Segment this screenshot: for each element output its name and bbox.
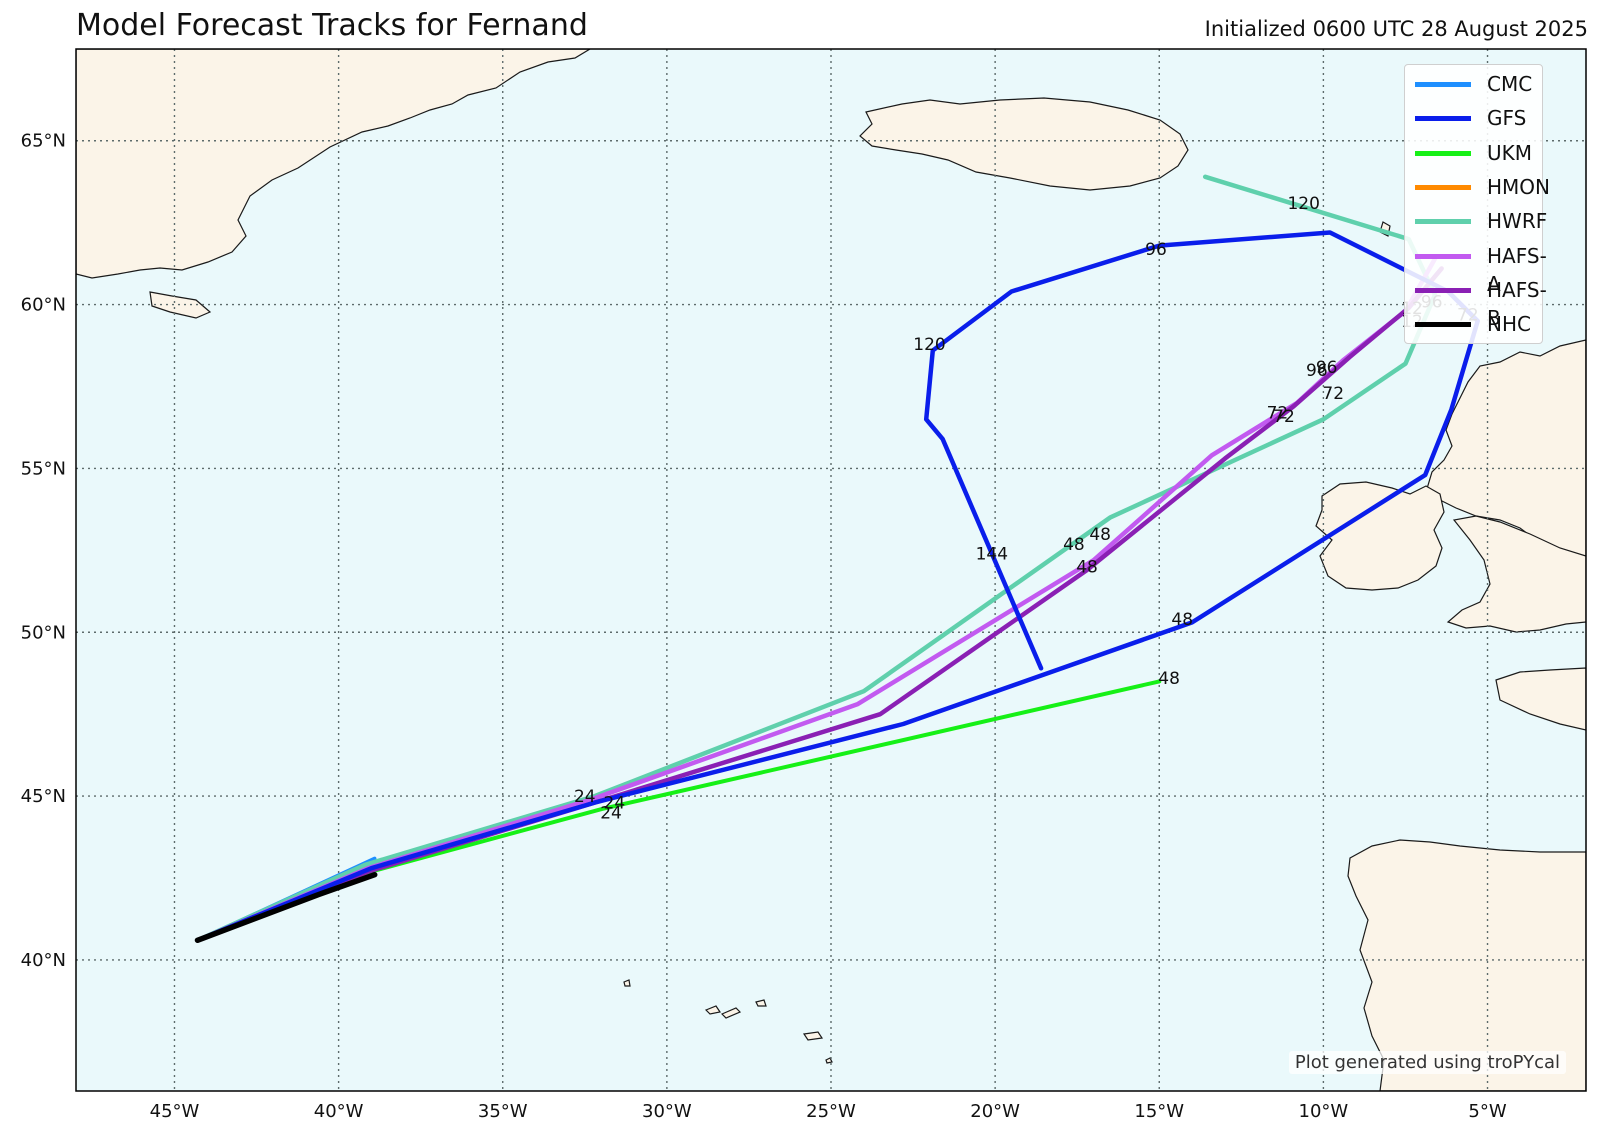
forecast-hour-label: 120	[1287, 194, 1319, 214]
greenland-landmass	[76, 49, 592, 279]
legend-swatch	[1415, 184, 1471, 190]
iberia-landmass	[1347, 839, 1586, 1091]
forecast-hour-label: 48	[1171, 610, 1193, 630]
land-layer	[76, 49, 1586, 1091]
ireland-landmass	[1315, 481, 1445, 591]
legend-label: NHC	[1487, 312, 1531, 337]
legend: CMC GFS UKM HMON HWRF HAFS-A HAFS-B NHC	[1404, 64, 1550, 344]
lat-tick-label: 65°N	[21, 131, 66, 152]
lat-tick-label: 55°N	[21, 458, 66, 479]
forecast-hour-label: 48	[1076, 558, 1098, 578]
forecast-hour-label: 48	[1063, 535, 1085, 555]
lon-tick-label: 5°W	[1468, 1101, 1506, 1122]
legend-swatch	[1415, 287, 1471, 293]
legend-item-hafs-a: HAFS-A	[1413, 241, 1547, 296]
legend-item-cmc: CMC	[1413, 69, 1541, 99]
forecast-hour-label: 24	[604, 794, 626, 814]
lon-tick-label: 10°W	[1299, 1101, 1349, 1122]
legend-swatch	[1415, 82, 1471, 87]
forecast-hour-label: 96	[1145, 240, 1167, 260]
forecast-hour-label: 72	[1322, 384, 1344, 404]
legend-label: HWRF	[1487, 209, 1548, 234]
forecast-hour-label: 24	[600, 803, 622, 823]
map-frame	[75, 48, 1587, 1092]
legend-label: HMON	[1487, 174, 1550, 199]
lon-tick-label: 25°W	[806, 1101, 856, 1122]
track-nhc	[194, 871, 378, 944]
brittany-landmass	[1495, 667, 1586, 731]
legend-swatch	[1415, 116, 1471, 122]
forecast-hour-label: 72	[1273, 407, 1295, 427]
legend-label: GFS	[1487, 106, 1527, 131]
legend-swatch	[1415, 253, 1471, 259]
lat-tick-label: 60°N	[21, 295, 66, 316]
forecast-hour-label: 72	[1267, 404, 1289, 424]
forecast-hour-label: 96	[1306, 361, 1328, 381]
lat-tick-label: 50°N	[21, 622, 66, 643]
forecast-hour-label: 144	[976, 545, 1008, 565]
legend-label: HAFS-A	[1487, 243, 1547, 296]
forecast-hour-label: 24	[574, 787, 596, 807]
legend-swatch	[1415, 322, 1471, 328]
legend-swatch	[1415, 150, 1471, 156]
legend-label: UKM	[1487, 140, 1533, 165]
legend-item-hwrf: HWRF	[1413, 206, 1547, 236]
legend-label: CMC	[1487, 72, 1533, 96]
iceland-landmass	[859, 97, 1189, 191]
lon-tick-label: 30°W	[642, 1101, 692, 1122]
legend-item-gfs: GFS	[1413, 103, 1541, 133]
legend-item-hmon: HMON	[1413, 172, 1550, 202]
initialized-time: Initialized 0600 UTC 28 August 2025	[1204, 17, 1588, 41]
lon-tick-label: 40°W	[314, 1101, 364, 1122]
forecast-hour-label: 48	[1089, 525, 1111, 545]
azores-islands	[623, 979, 833, 1064]
forecast-hour-label: 96	[1316, 358, 1338, 378]
lon-tick-label: 45°W	[150, 1101, 200, 1122]
lon-tick-label: 35°W	[478, 1101, 528, 1122]
legend-item-nhc: NHC	[1413, 309, 1541, 339]
map-title: Model Forecast Tracks for Fernand	[76, 8, 588, 43]
lon-tick-label: 20°W	[970, 1101, 1020, 1122]
lat-tick-label: 45°N	[21, 786, 66, 807]
legend-label: HAFS-B	[1487, 277, 1547, 330]
legend-swatch	[1415, 219, 1471, 225]
legend-item-hafs-b: HAFS-B	[1413, 275, 1547, 330]
legend-item-ukm: UKM	[1413, 138, 1541, 168]
forecast-hour-label: 120	[913, 335, 945, 355]
credit-text: Plot generated using troPYcal	[1288, 1051, 1566, 1074]
lon-tick-label: 15°W	[1134, 1101, 1184, 1122]
forecast-hour-label: 48	[1158, 669, 1180, 689]
lat-tick-label: 40°N	[21, 950, 66, 971]
axis-ticks: 45°W 40°W 35°W 30°W 25°W 20°W 15°W 10°W 5°W 40°N 4…	[21, 131, 1507, 1122]
